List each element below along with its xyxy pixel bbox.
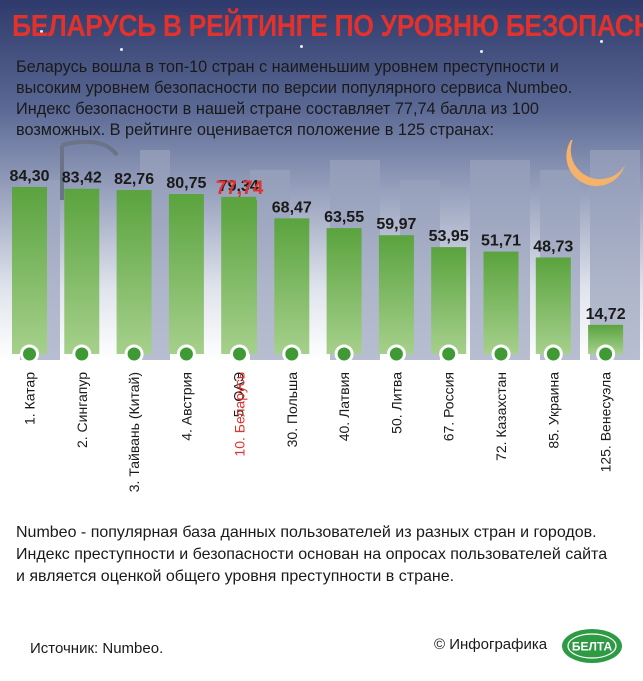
value-label: 63,55 — [324, 209, 364, 226]
bar-marker-dot — [386, 344, 406, 364]
bar — [326, 228, 362, 354]
bar-marker-dot — [20, 344, 39, 364]
value-label: 53,95 — [429, 228, 469, 245]
bar — [116, 190, 152, 354]
category-label: 1. Катар — [22, 372, 38, 425]
bar — [535, 257, 571, 354]
bar-marker-dot — [596, 344, 616, 364]
value-label: 48,73 — [533, 238, 573, 255]
belta-logo: БЕЛТА — [562, 629, 622, 663]
value-label: 83,42 — [62, 170, 102, 187]
category-label: 4. Австрия — [178, 372, 194, 441]
category-label: 2. Сингапур — [74, 372, 90, 448]
star-icon — [40, 30, 43, 33]
category-label: 67. Россия — [441, 372, 457, 441]
value-label: 79,34 — [219, 178, 259, 195]
bar-marker-dot — [176, 344, 196, 364]
page-title: БЕЛАРУСЬ В РЕЙТИНГЕ ПО УРОВНЮ БЕЗОПАСНОС… — [12, 8, 643, 43]
bar-marker-dot — [124, 344, 144, 364]
category-label: 30. Польша — [284, 372, 300, 448]
category-label: 85. Украина — [545, 372, 561, 449]
bar-marker-dot — [72, 344, 92, 364]
star-icon — [600, 40, 603, 43]
star-icon — [480, 50, 483, 53]
star-icon — [300, 45, 303, 48]
star-icon — [560, 20, 563, 23]
category-label: 40. Латвия — [336, 372, 352, 441]
value-label: 80,75 — [166, 175, 206, 192]
bar — [431, 247, 467, 354]
value-label: 77,74 — [216, 178, 264, 199]
category-label: 5. ОАЭ — [231, 372, 247, 417]
safety-index-bar-chart: 84,30 1. Катар 83,42 2. Сингапур 82,76 3. Тай… — [9, 168, 626, 492]
bar — [64, 188, 100, 354]
value-label: 51,71 — [481, 233, 521, 250]
infographic-credit: © Инфографика — [434, 636, 548, 653]
bar — [12, 187, 47, 354]
category-label: 10. Беларусь — [232, 372, 248, 457]
bar — [483, 251, 519, 354]
street-lamp-icon — [60, 140, 119, 200]
source-note: Источник: Numbeo. — [30, 640, 164, 657]
bar-marker-dot — [282, 344, 302, 364]
value-label: 82,76 — [114, 171, 154, 188]
category-label: 125. Венесуэла — [598, 372, 614, 473]
intro-text: Беларусь вошла в топ-10 стран с наименьш… — [16, 58, 573, 139]
value-label: 59,97 — [376, 216, 416, 233]
bar — [222, 199, 257, 354]
svg-text:БЕЛТА: БЕЛТА — [572, 640, 613, 654]
bar-marker-dot — [334, 344, 354, 364]
category-label: 72. Казахстан — [493, 372, 509, 461]
bar — [378, 235, 414, 354]
bar-marker-dot — [439, 344, 459, 364]
bar-marker-dot — [491, 344, 511, 364]
moon-icon — [566, 140, 625, 187]
bar — [168, 194, 204, 354]
value-label: 84,30 — [9, 168, 49, 185]
value-label: 68,47 — [272, 199, 312, 216]
star-icon — [120, 48, 123, 51]
category-label: 50. Литва — [388, 372, 404, 434]
bar-marker-dot — [543, 344, 563, 364]
bar-marker-dot — [230, 344, 249, 364]
footnote-text: Numbeo - популярная база данных пользова… — [16, 524, 608, 585]
bar — [274, 218, 310, 354]
value-label: 14,72 — [586, 306, 626, 323]
category-label: 3. Тайвань (Китай) — [126, 372, 142, 492]
